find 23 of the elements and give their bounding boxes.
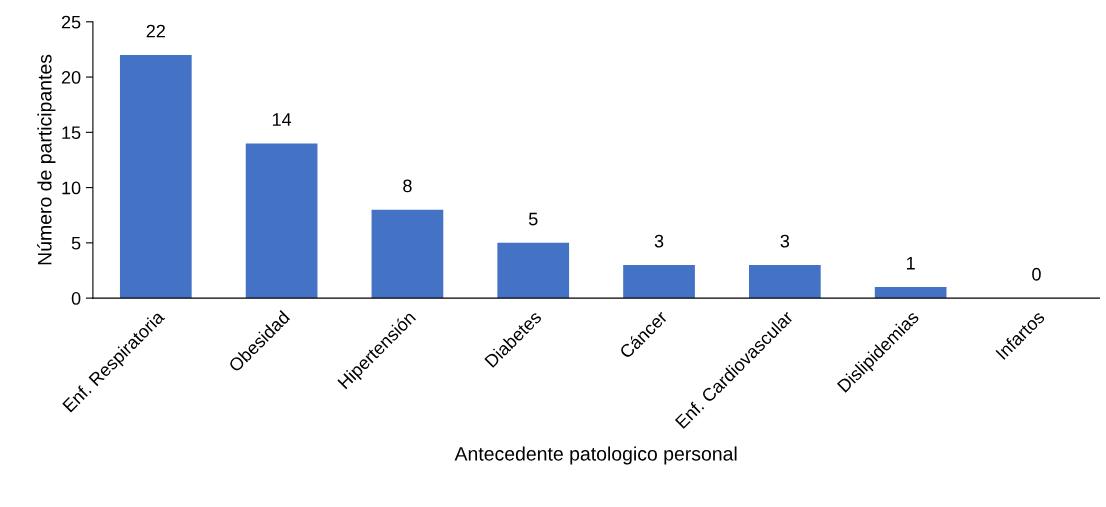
x-axis-title: Antecedente patologico personal (454, 446, 737, 465)
y-tick-label: 5 (71, 236, 81, 250)
data-label: 14 (272, 113, 292, 126)
y-tick-label: 15 (62, 126, 81, 140)
bar (371, 209, 444, 299)
data-label: 8 (403, 179, 412, 193)
y-tick-label: 10 (62, 181, 81, 195)
bar (245, 143, 318, 299)
y-tick-label: 0 (71, 292, 81, 305)
bar (119, 54, 192, 299)
y-axis-title: Número de participantes (37, 54, 56, 265)
bar (874, 287, 947, 299)
data-label: 3 (780, 234, 790, 248)
data-label: 22 (146, 24, 165, 38)
bar (748, 264, 821, 299)
data-label: 3 (654, 234, 664, 248)
bar (497, 242, 570, 299)
data-label: 0 (1032, 267, 1041, 281)
y-tick-label: 20 (61, 71, 81, 84)
y-tick-label: 25 (61, 15, 81, 29)
data-label: 1 (907, 257, 915, 270)
data-label: 5 (528, 212, 538, 226)
bar (623, 264, 695, 299)
